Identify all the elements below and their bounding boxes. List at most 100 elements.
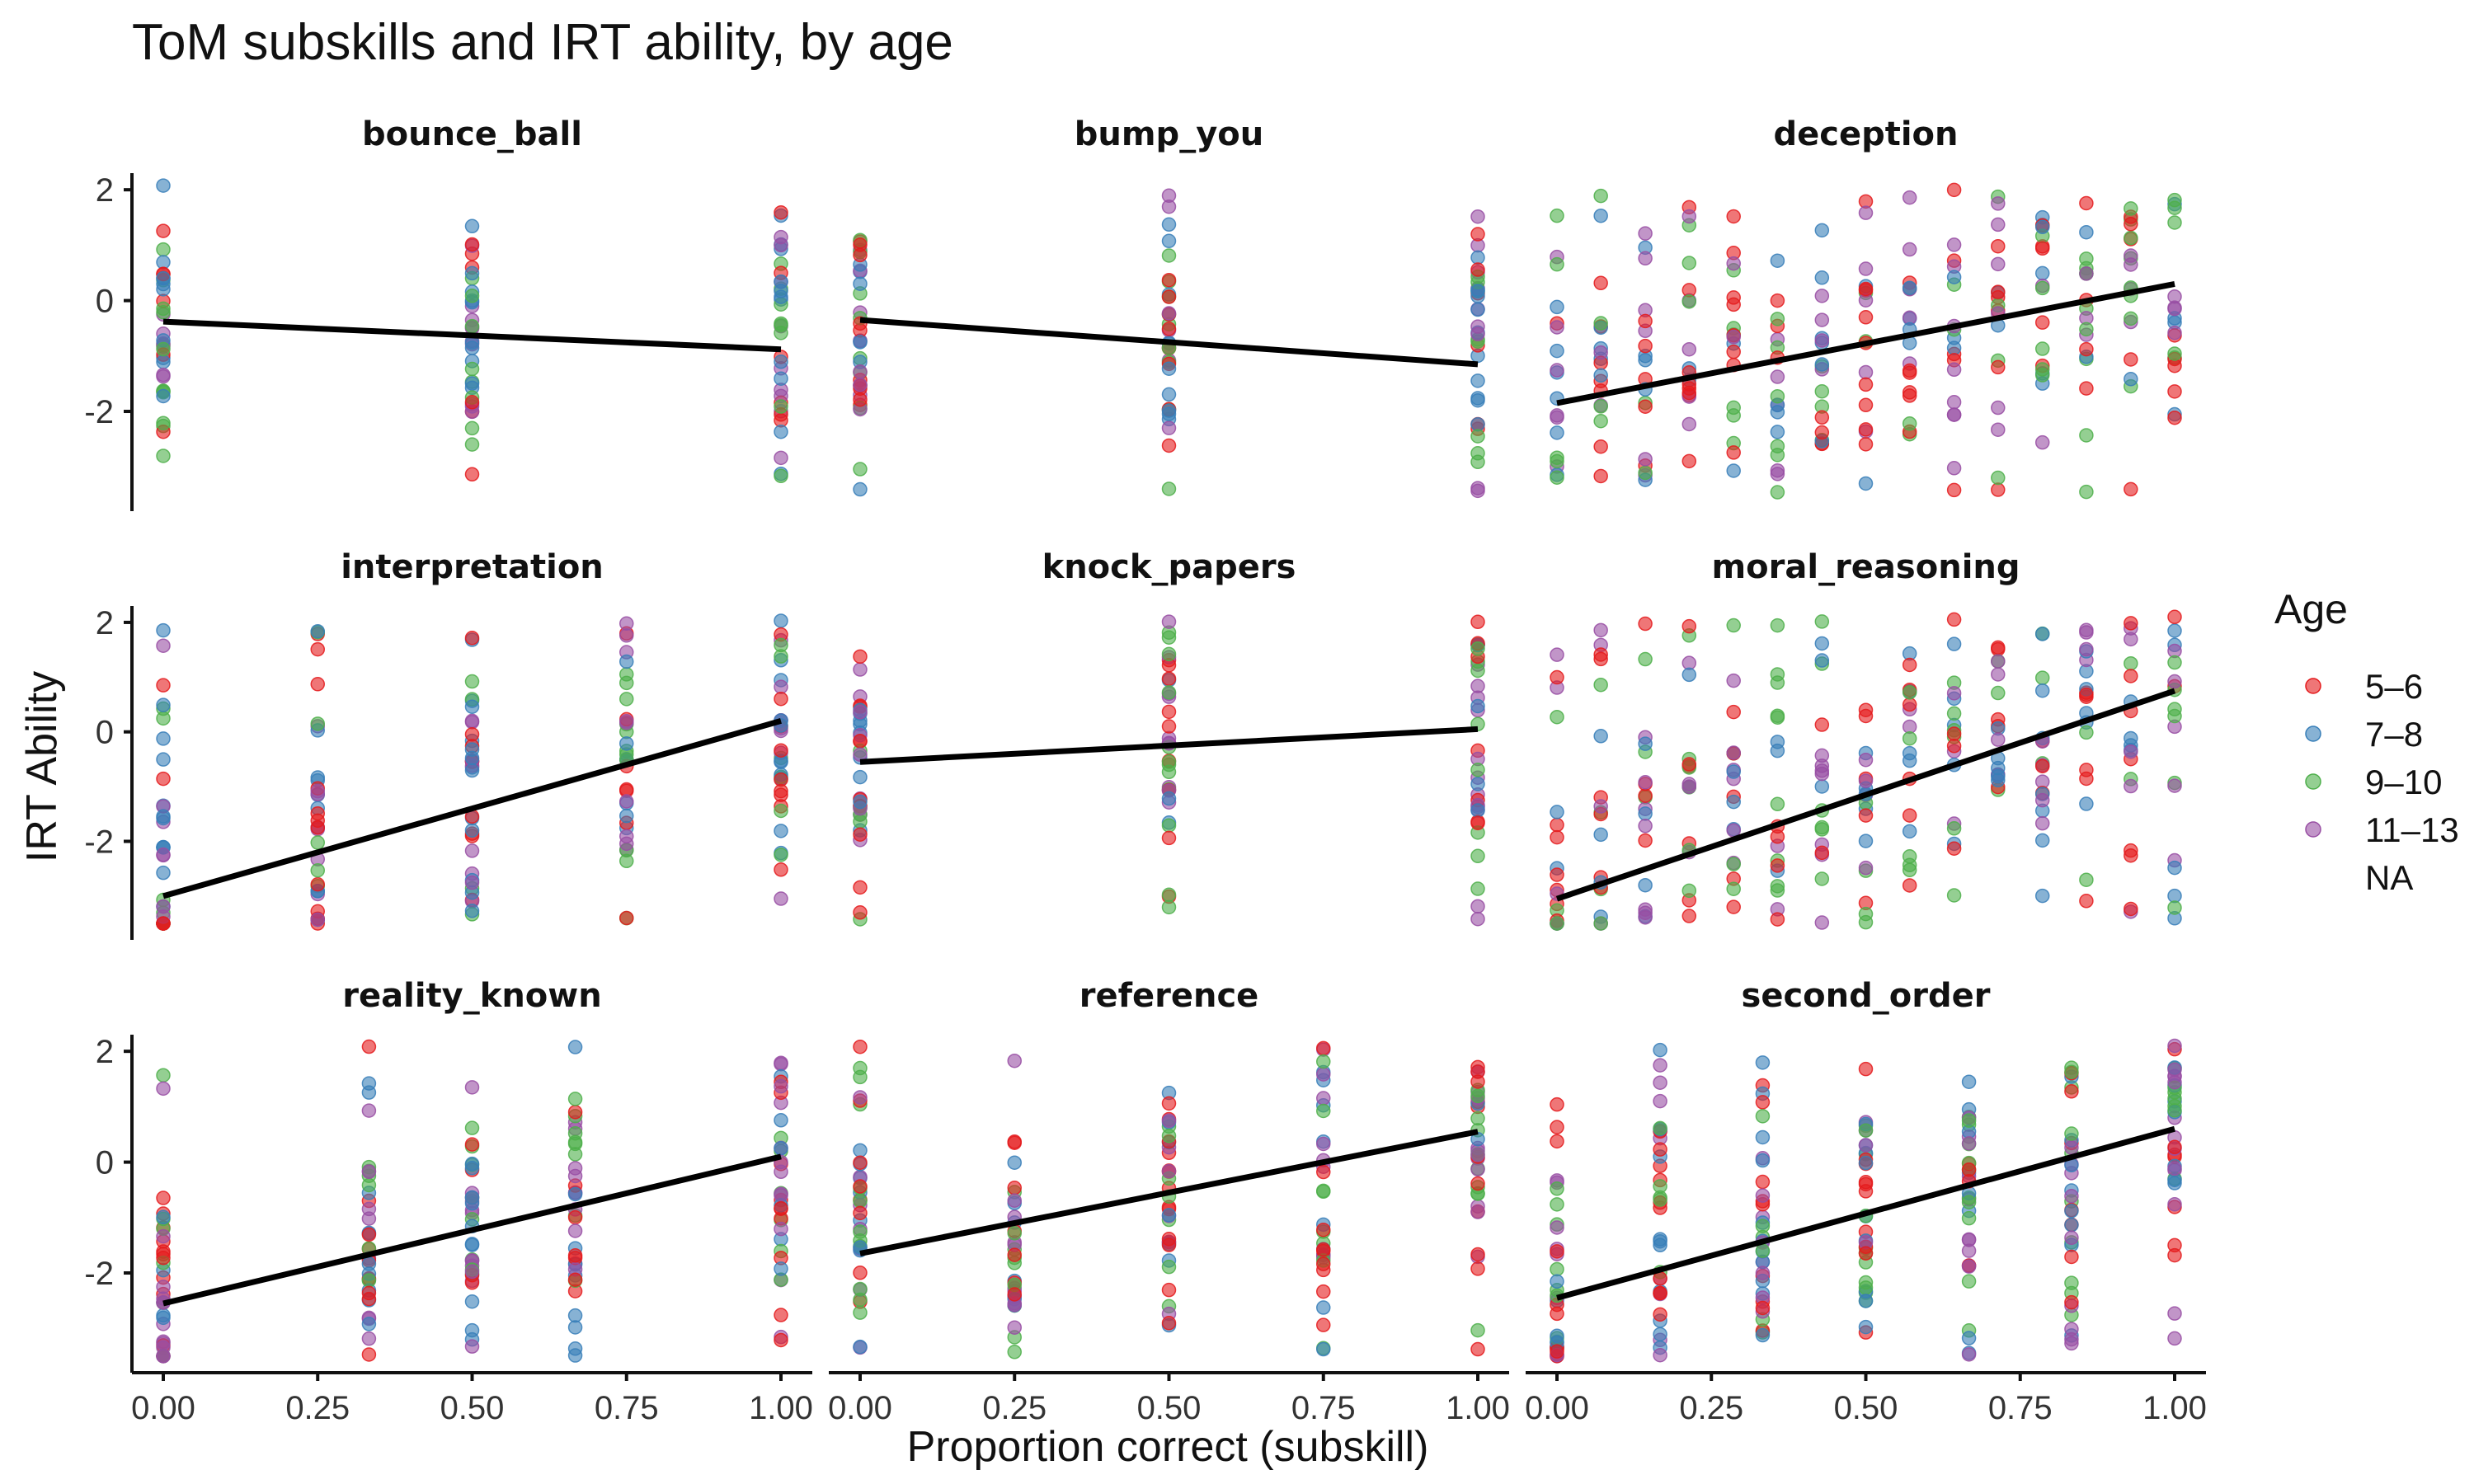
data-point [1858, 773, 1874, 788]
data-point [2064, 1189, 2079, 1204]
data-point [1161, 387, 1177, 402]
data-point [1858, 310, 1874, 325]
data-point [1653, 1058, 1667, 1073]
facet-label: second_order [1742, 977, 1991, 1015]
data-point [1593, 345, 1608, 360]
facet-bounce_ball: bounce_ball 2 0 -2 [84, 115, 788, 511]
data-point [1961, 1113, 1977, 1128]
data-point [774, 862, 788, 877]
data-point [2034, 219, 2050, 235]
data-point [1858, 906, 1874, 922]
data-point [1902, 808, 1917, 823]
data-point [1770, 467, 1785, 481]
data-point [774, 848, 788, 862]
data-point [1726, 344, 1741, 359]
data-point [1770, 293, 1785, 308]
data-point [853, 392, 868, 407]
data-point [1770, 439, 1785, 453]
data-point [1858, 1123, 1874, 1138]
data-point [1946, 270, 1962, 284]
data-point [1858, 708, 1874, 724]
data-point [2167, 200, 2182, 215]
data-point [2124, 848, 2138, 863]
data-point [1961, 1259, 1977, 1274]
data-point [2079, 763, 2094, 777]
data-point [1946, 821, 1962, 836]
data-point [1550, 647, 1564, 662]
data-point [1858, 364, 1874, 380]
data-point [774, 1332, 788, 1348]
data-point [156, 809, 171, 824]
data-point [1991, 217, 2006, 232]
data-point [1470, 209, 1485, 224]
data-point [853, 662, 868, 677]
data-point [1007, 1320, 1022, 1335]
data-point [2064, 1204, 2079, 1219]
data-point [1770, 618, 1785, 633]
data-point [1902, 685, 1917, 700]
x-tick-label: 0.75 [1291, 1390, 1356, 1426]
data-point [1550, 1181, 1564, 1196]
data-point [1946, 395, 1962, 410]
data-point [2167, 1247, 2182, 1263]
data-point [2064, 1218, 2079, 1233]
data-point [1638, 226, 1653, 241]
data-point [1653, 1075, 1667, 1090]
data-point [619, 794, 634, 809]
data-point [156, 355, 171, 369]
data-point [853, 1339, 868, 1355]
data-point [1961, 1274, 1977, 1289]
data-point [1470, 1341, 1485, 1357]
data-point [2124, 481, 2138, 497]
data-point [1316, 1054, 1331, 1069]
data-point [1814, 653, 1830, 668]
data-point [1470, 777, 1485, 791]
data-point [1991, 256, 2006, 272]
x-tick-label: 1.00 [749, 1390, 813, 1426]
data-point [361, 1273, 377, 1288]
legend-key [2305, 678, 2321, 694]
data-point [1593, 188, 1608, 204]
data-point [1991, 768, 2006, 784]
data-point [1726, 704, 1741, 720]
data-point [1961, 1195, 1977, 1209]
data-point [1161, 481, 1177, 496]
data-point [464, 289, 480, 303]
data-point [1755, 1174, 1771, 1190]
data-point [1550, 709, 1564, 725]
data-point [1814, 614, 1830, 629]
data-point [310, 835, 325, 850]
data-point [1770, 796, 1785, 812]
data-point [464, 674, 480, 689]
data-point [1638, 736, 1653, 751]
data-point [1858, 752, 1874, 768]
data-point [1550, 1097, 1564, 1112]
data-point [2167, 1331, 2182, 1346]
data-point [464, 265, 480, 281]
data-point [774, 317, 788, 333]
data-point [1638, 806, 1653, 821]
data-point [156, 678, 171, 693]
y-tick-label: 0 [96, 715, 114, 751]
data-point [156, 771, 171, 787]
data-point [1470, 1147, 1485, 1162]
data-point [1946, 726, 1962, 741]
y-tick-label: 2 [96, 172, 114, 209]
data-point [1550, 410, 1564, 425]
data-point [1991, 470, 2006, 486]
data-point [2124, 778, 2138, 794]
data-point [1470, 302, 1485, 317]
data-point [310, 862, 325, 878]
data-point [1470, 1176, 1485, 1191]
data-point [1726, 256, 1741, 271]
data-point [853, 705, 868, 720]
data-point [1814, 410, 1830, 425]
data-point [2034, 341, 2050, 356]
data-point [156, 1190, 171, 1205]
data-point [1470, 1088, 1485, 1104]
x-axis-title: Proportion correct (subskill) [907, 1423, 1429, 1471]
data-point [1550, 805, 1564, 819]
data-point [853, 905, 868, 920]
data-point [1858, 860, 1874, 876]
data-point [1653, 1233, 1667, 1249]
